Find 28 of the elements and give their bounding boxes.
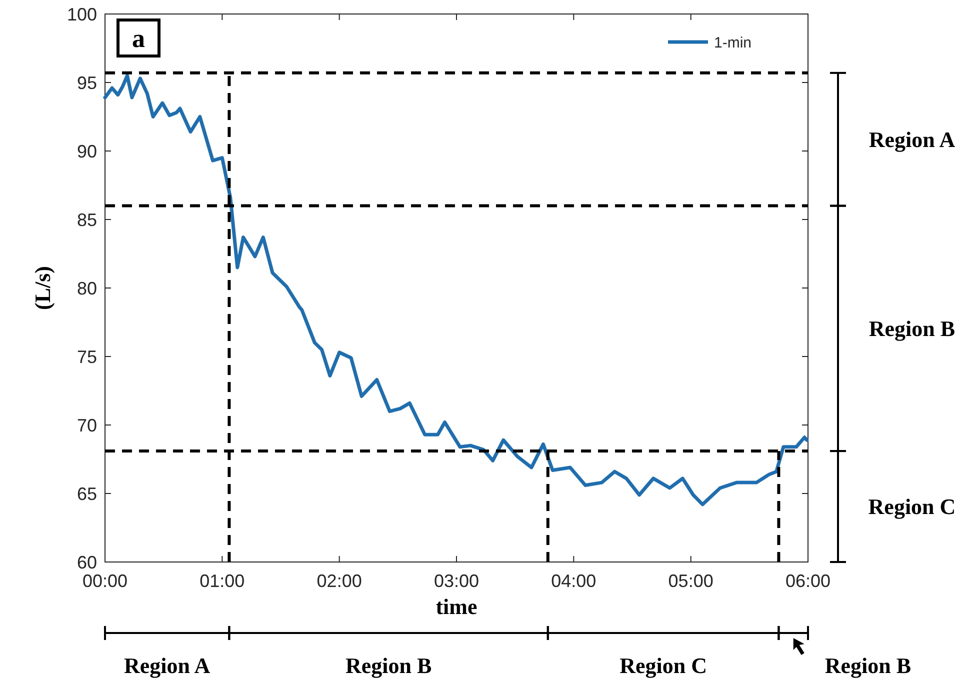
y-axis-title: (L/s) — [30, 266, 55, 310]
text: Region B — [345, 653, 432, 678]
legend-label: 1-min — [714, 34, 752, 52]
text: Region A — [868, 127, 956, 152]
text: Region A — [124, 653, 210, 678]
text: Region C — [620, 653, 707, 678]
text: Region B — [868, 316, 956, 342]
x-tick-label: 00:00 — [82, 571, 128, 591]
chart-title: a — [132, 24, 145, 53]
x-tick-label: 05:00 — [668, 571, 714, 591]
x-tick-label: 04:00 — [551, 571, 596, 591]
y-tick-label: 60 — [76, 552, 97, 572]
y-tick-label: 95 — [76, 72, 97, 93]
x-axis-title: time — [436, 594, 478, 619]
y-tick-label: 100 — [66, 4, 97, 24]
y-tick-label: 65 — [76, 484, 97, 504]
text: Region B — [824, 653, 912, 678]
x-tick-label: 03:00 — [434, 571, 480, 591]
line-series — [103, 74, 809, 506]
x-tick-label: 06:00 — [785, 571, 831, 591]
x-tick-label: 02:00 — [316, 571, 362, 591]
y-tick-label: 90 — [76, 141, 97, 162]
x-tick-label: 01:00 — [200, 571, 245, 591]
y-tick-label: 80 — [76, 278, 97, 298]
y-tick-label: 75 — [76, 346, 97, 367]
text: Region C — [868, 494, 956, 520]
y-tick-label: 85 — [76, 210, 97, 230]
y-tick-label: 70 — [76, 415, 97, 436]
